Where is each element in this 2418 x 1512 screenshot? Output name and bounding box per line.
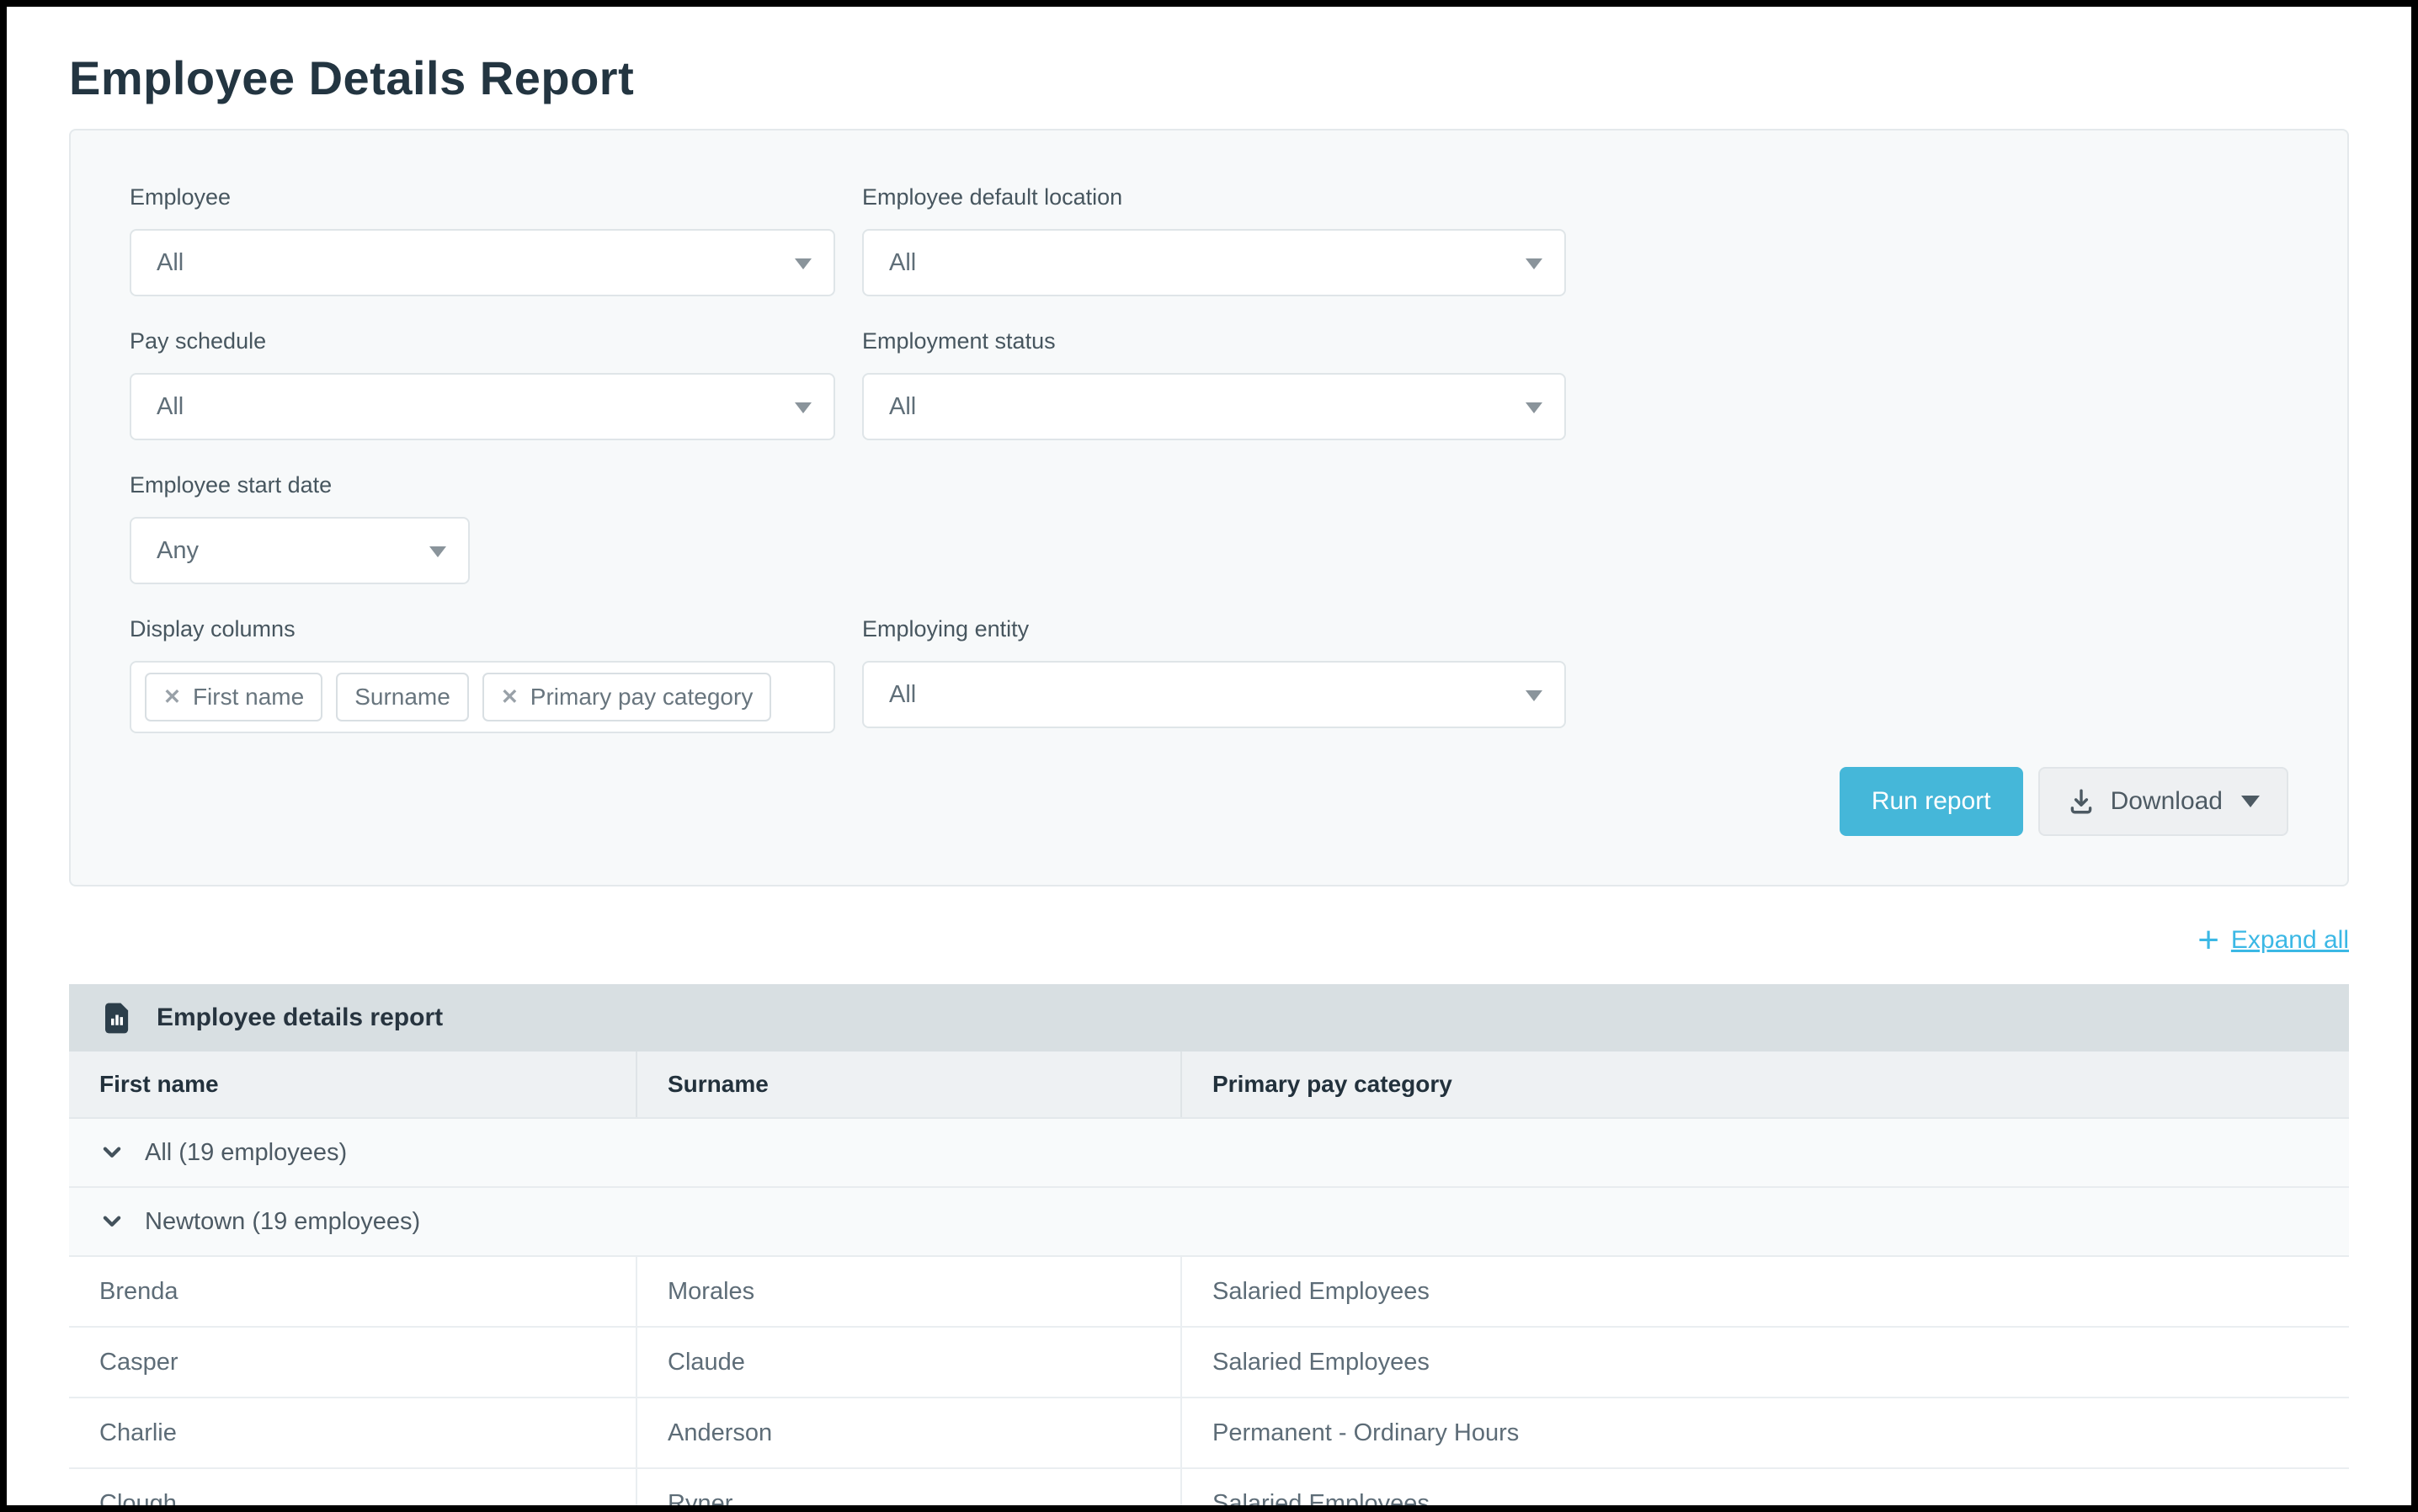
group-row-label: All (19 employees) xyxy=(145,1138,348,1166)
field-start-date: Employee start date Any xyxy=(130,472,470,584)
chevron-down-icon xyxy=(2241,796,2260,807)
group-row-label: Newtown (19 employees) xyxy=(145,1207,421,1235)
content: Employee Details Report Employee All Emp… xyxy=(7,51,2411,1505)
tag-label: First name xyxy=(192,684,305,710)
column-header-primary-pay-category[interactable]: Primary pay category xyxy=(1180,1051,2349,1117)
chevron-down-icon xyxy=(1526,690,1542,701)
page-title: Employee Details Report xyxy=(69,51,635,104)
field-pay-schedule: Pay schedule All xyxy=(130,328,835,440)
table-row: Casper Claude Salaried Employees xyxy=(69,1328,2349,1398)
expand-all-label: Expand all xyxy=(2230,926,2349,954)
cell-primary-pay-category: Salaried Employees xyxy=(1180,1328,2349,1397)
employing-entity-label: Employing entity xyxy=(862,616,1030,642)
report-table: Employee details report First name Surna… xyxy=(69,984,2349,1505)
cell-primary-pay-category: Permanent - Ordinary Hours xyxy=(1180,1398,2349,1467)
employment-status-label: Employment status xyxy=(862,328,1056,354)
report-file-icon xyxy=(105,1003,129,1034)
expand-row: + Expand all xyxy=(69,922,2349,959)
employment-status-select[interactable]: All xyxy=(862,373,1566,440)
plus-icon: + xyxy=(2197,919,2219,961)
display-columns-input[interactable]: ✕ First name Surname ✕ Primary pay categ… xyxy=(130,661,835,733)
pay-schedule-label: Pay schedule xyxy=(130,328,267,354)
tag-primary-pay-category[interactable]: ✕ Primary pay category xyxy=(482,673,772,721)
tag-label: Surname xyxy=(354,684,450,710)
field-employee: Employee All xyxy=(130,184,835,296)
group-row-all[interactable]: All (19 employees) xyxy=(69,1119,2349,1188)
report-header: Employee details report xyxy=(69,984,2349,1051)
chevron-down-icon xyxy=(103,1216,121,1227)
field-employment-status: Employment status All xyxy=(862,328,1566,440)
chevron-down-icon xyxy=(795,258,812,269)
start-date-label: Employee start date xyxy=(130,472,333,498)
field-default-location: Employee default location All xyxy=(862,184,1566,296)
cell-primary-pay-category: Salaried Employees xyxy=(1180,1469,2349,1505)
actions-row: Run report Download xyxy=(130,767,2288,836)
cell-first-name: Clough xyxy=(99,1489,177,1506)
report-title: Employee details report xyxy=(157,1004,444,1031)
cell-surname: Anderson xyxy=(636,1398,1180,1467)
column-header-row: First name Surname Primary pay category xyxy=(69,1051,2349,1119)
column-header-first-name[interactable]: First name xyxy=(99,1071,219,1097)
default-location-label: Employee default location xyxy=(862,184,1123,210)
chevron-down-icon xyxy=(1526,402,1542,413)
chevron-down-icon xyxy=(429,546,446,557)
pay-schedule-select[interactable]: All xyxy=(130,373,835,440)
cell-surname: Morales xyxy=(636,1257,1180,1326)
field-employing-entity: Employing entity All xyxy=(862,616,1566,733)
table-row: Charlie Anderson Permanent - Ordinary Ho… xyxy=(69,1398,2349,1469)
employment-status-select-value: All xyxy=(889,392,917,420)
download-button-label: Download xyxy=(2110,787,2223,815)
table-row: Brenda Morales Salaried Employees xyxy=(69,1257,2349,1328)
employing-entity-select-value: All xyxy=(889,680,917,708)
default-location-select-value: All xyxy=(889,248,917,276)
cell-first-name: Charlie xyxy=(99,1419,177,1446)
cell-surname: Ryner xyxy=(636,1469,1180,1505)
group-row-newtown[interactable]: Newtown (19 employees) xyxy=(69,1188,2349,1257)
expand-all-link[interactable]: + Expand all xyxy=(2197,922,2349,959)
remove-tag-icon[interactable]: ✕ xyxy=(500,684,519,709)
page: Employee Details Report Employee All Emp… xyxy=(7,7,2411,1505)
employee-select[interactable]: All xyxy=(130,229,835,296)
cell-first-name: Brenda xyxy=(99,1277,178,1305)
start-date-select[interactable]: Any xyxy=(130,517,470,584)
tag-first-name[interactable]: ✕ First name xyxy=(145,673,323,721)
employing-entity-select[interactable]: All xyxy=(862,661,1566,728)
field-display-columns: Display columns ✕ First name Surname ✕ P… xyxy=(130,616,835,733)
employee-label: Employee xyxy=(130,184,232,210)
chevron-down-icon xyxy=(795,402,812,413)
column-header-surname[interactable]: Surname xyxy=(636,1051,1180,1117)
tag-label: Primary pay category xyxy=(530,684,754,710)
filter-panel: Employee All Employee default location A… xyxy=(69,129,2349,886)
default-location-select[interactable]: All xyxy=(862,229,1566,296)
run-report-button[interactable]: Run report xyxy=(1839,767,2023,836)
tag-surname[interactable]: Surname xyxy=(336,673,469,721)
table-row: Clough Ryner Salaried Employees xyxy=(69,1469,2349,1505)
cell-primary-pay-category: Salaried Employees xyxy=(1180,1257,2349,1326)
cell-surname: Claude xyxy=(636,1328,1180,1397)
download-icon xyxy=(2070,789,2091,814)
chevron-down-icon xyxy=(103,1147,121,1158)
start-date-select-value: Any xyxy=(157,536,199,564)
display-columns-label: Display columns xyxy=(130,616,296,642)
download-button[interactable]: Download xyxy=(2037,767,2288,836)
employee-select-value: All xyxy=(157,248,184,276)
chevron-down-icon xyxy=(1526,258,1542,269)
remove-tag-icon[interactable]: ✕ xyxy=(163,684,181,709)
pay-schedule-select-value: All xyxy=(157,392,184,420)
cell-first-name: Casper xyxy=(99,1348,178,1376)
